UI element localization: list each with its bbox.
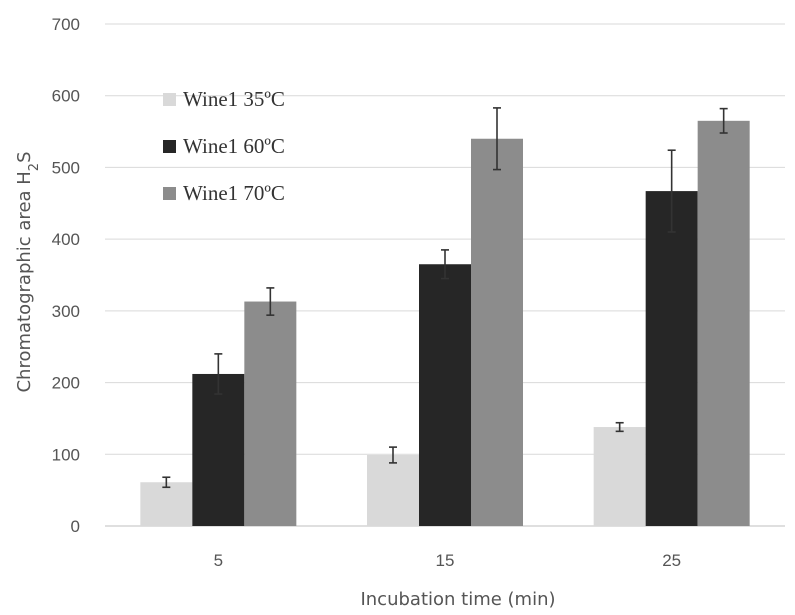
bar — [419, 264, 471, 526]
bar — [192, 373, 245, 526]
bar — [697, 120, 750, 527]
bars-layer — [140, 120, 750, 527]
legend-swatch — [163, 93, 176, 106]
y-tick-label: 600 — [52, 87, 80, 106]
y-tick-label: 200 — [52, 374, 80, 393]
y-tick-label: 500 — [52, 158, 80, 177]
legend-label: Wine1 60ºC — [183, 134, 285, 158]
y-axis-title-suffix: S — [14, 151, 35, 162]
bar — [367, 455, 419, 526]
legend-swatch — [163, 187, 176, 200]
bar — [244, 301, 297, 526]
x-tick-label: 5 — [214, 551, 223, 570]
legend-label: Wine1 35ºC — [183, 87, 285, 111]
y-axis-title-subscript: 2 — [27, 163, 42, 171]
y-axis-title-main: Chromatographic area H — [14, 171, 35, 392]
x-axis: 5 15 25 — [214, 551, 682, 570]
y-axis-title: Chromatographic area H2S — [14, 151, 42, 392]
x-tick-label: 15 — [436, 551, 455, 570]
x-tick-label: 25 — [662, 551, 681, 570]
y-tick-label: 700 — [52, 15, 80, 34]
x-axis-title: Incubation time (min) — [360, 589, 555, 610]
bar — [140, 482, 193, 526]
legend-swatch — [163, 140, 176, 153]
y-tick-label: 0 — [71, 517, 80, 536]
y-tick-label: 400 — [52, 230, 80, 249]
error-bars-layer — [162, 107, 728, 489]
bar — [471, 138, 523, 526]
legend: Wine1 35ºC Wine1 60ºC Wine1 70ºC — [163, 87, 285, 205]
y-tick-label: 100 — [52, 445, 80, 464]
y-axis: 0 100 200 300 400 500 600 700 — [52, 15, 80, 536]
y-tick-label: 300 — [52, 302, 80, 321]
bar — [645, 191, 698, 526]
bar — [593, 427, 646, 526]
legend-label: Wine1 70ºC — [183, 181, 285, 205]
